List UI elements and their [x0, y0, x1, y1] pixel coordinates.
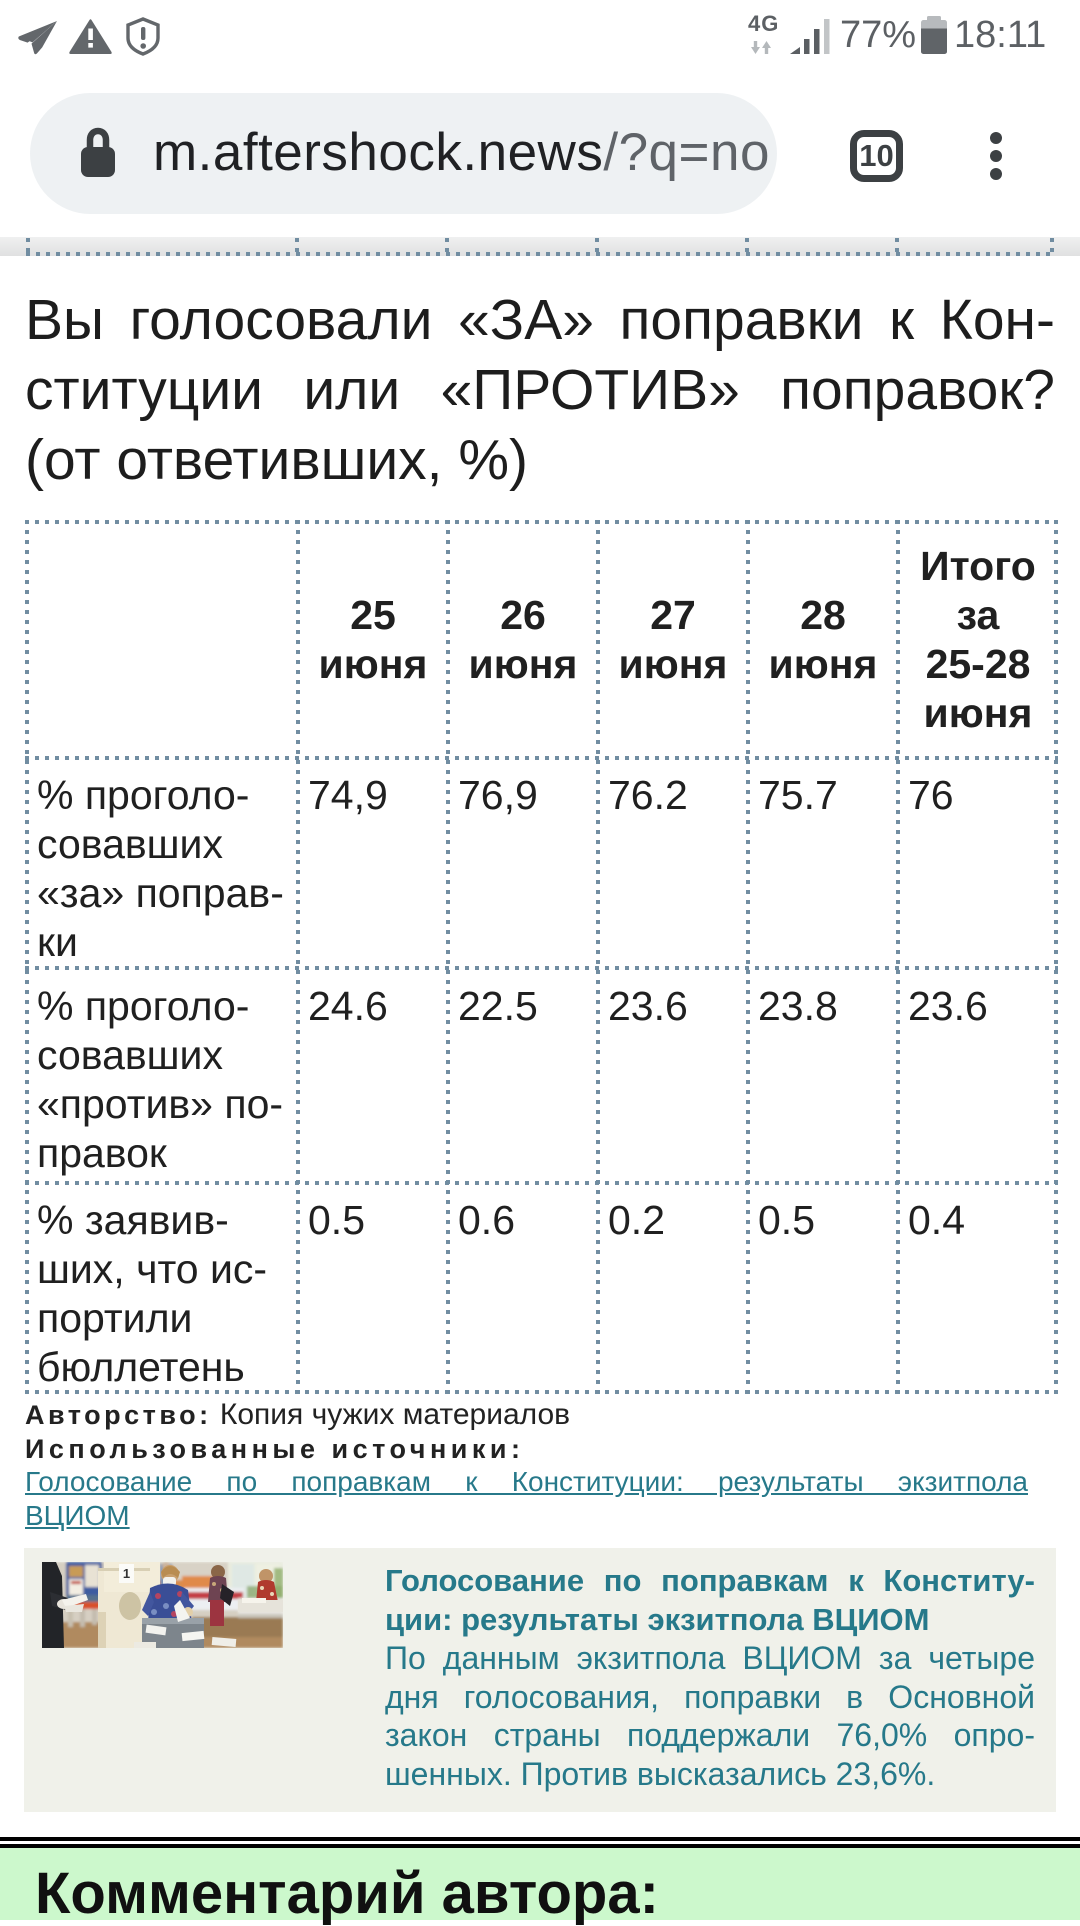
svg-text:1: 1: [123, 1566, 130, 1581]
